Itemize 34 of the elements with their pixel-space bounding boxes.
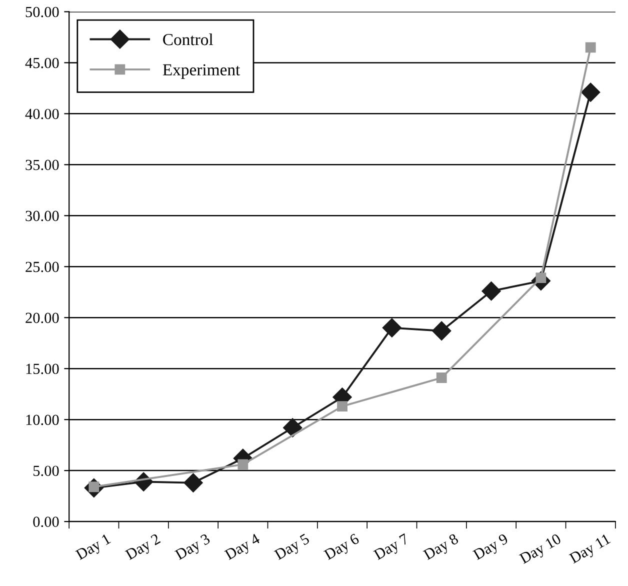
y-tick-label: 50.00: [26, 6, 59, 18]
point: [432, 321, 452, 340]
y-tick-label: 45.00: [25, 58, 59, 68]
point: [482, 282, 501, 301]
point: [283, 418, 302, 438]
legend-label: Control: [163, 33, 214, 46]
y-tick-label: 25.00: [26, 262, 59, 272]
x-tick-label: Day 11: [568, 534, 612, 566]
y-tick-label: 15.00: [26, 364, 59, 374]
point: [382, 318, 402, 338]
point: [238, 459, 248, 470]
x-tick-label: Day 9: [472, 533, 510, 563]
x-tick-label: Day 10: [518, 533, 564, 567]
legend-label: Experiment: [162, 64, 240, 79]
x-tick-label: Day 1: [75, 534, 113, 563]
y-tick-label: 40.00: [25, 108, 59, 120]
y-tick-label: 5.00: [34, 466, 59, 476]
x-tick-label: Day 7: [373, 533, 411, 563]
point: [337, 401, 348, 412]
x-tick-label: Day 5: [274, 533, 312, 563]
x-tick-label: Day 6: [323, 533, 362, 563]
point: [436, 372, 447, 383]
x-tick-label: Day 3: [174, 533, 212, 563]
y-tick-label: 35.00: [26, 160, 59, 170]
x-tick-label: Day 2: [124, 533, 162, 563]
y-tick-label: 10.00: [26, 414, 59, 426]
x-tick-label: Day 8: [422, 533, 461, 563]
y-tick-label: 30.00: [26, 210, 59, 222]
point: [585, 42, 596, 53]
y-tick-label: 20.00: [26, 312, 59, 324]
y-tick-label: 0.00: [33, 516, 59, 528]
point: [184, 473, 203, 492]
point: [581, 82, 600, 102]
x-tick-label: Day 4: [224, 533, 262, 563]
